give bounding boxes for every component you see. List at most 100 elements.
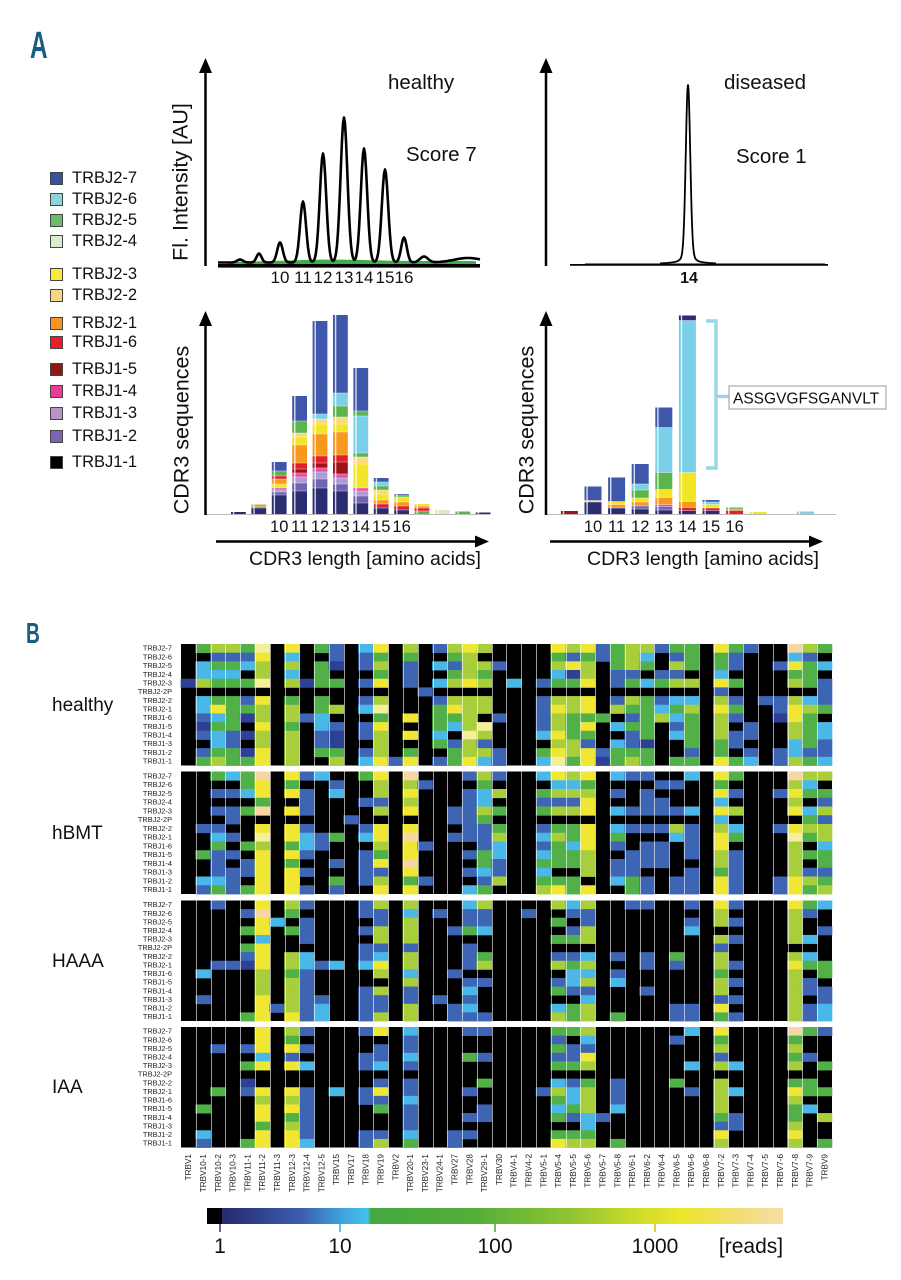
svg-text:TRBV1: TRBV1: [184, 1154, 193, 1181]
svg-text:TRBV2: TRBV2: [391, 1154, 400, 1181]
svg-text:hBMT: hBMT: [52, 823, 103, 844]
svg-text:15: 15: [376, 268, 395, 287]
svg-text:14: 14: [680, 270, 698, 287]
svg-text:TRBV7-6: TRBV7-6: [776, 1154, 785, 1188]
svg-text:14: 14: [352, 518, 370, 536]
svg-text:TRBJ1-3: TRBJ1-3: [143, 995, 172, 1004]
svg-text:ASSGVGFSGANVLT: ASSGVGFSGANVLT: [733, 391, 880, 408]
svg-text:TRBV5-1: TRBV5-1: [539, 1154, 548, 1188]
svg-text:TRBJ1-2: TRBJ1-2: [143, 1004, 172, 1013]
svg-text:TRBJ1-2: TRBJ1-2: [143, 876, 172, 885]
svg-text:TRBV6-6: TRBV6-6: [687, 1154, 696, 1188]
svg-text:14: 14: [355, 268, 374, 287]
svg-text:16: 16: [395, 268, 414, 287]
svg-text:TRBV12-5: TRBV12-5: [317, 1154, 326, 1193]
svg-text:TRBJ1-5: TRBJ1-5: [143, 850, 172, 859]
svg-text:TRBV24-1: TRBV24-1: [436, 1154, 445, 1193]
svg-text:TRBV5-6: TRBV5-6: [584, 1154, 593, 1188]
svg-text:TRBV9: TRBV9: [820, 1154, 829, 1181]
svg-text:TRBV6-5: TRBV6-5: [672, 1154, 681, 1188]
svg-text:TRBV6-4: TRBV6-4: [658, 1154, 667, 1188]
svg-text:TRBV7-4: TRBV7-4: [746, 1154, 755, 1188]
svg-text:TRBV11-3: TRBV11-3: [273, 1154, 282, 1192]
svg-text:10: 10: [270, 518, 288, 536]
svg-text:TRBJ2-5: TRBJ2-5: [143, 1044, 172, 1053]
svg-text:TRBJ2-2P: TRBJ2-2P: [138, 815, 172, 824]
svg-text:TRBV19: TRBV19: [377, 1154, 386, 1185]
svg-text:TRBV11-2: TRBV11-2: [258, 1154, 267, 1192]
svg-text:TRBJ1-1: TRBJ1-1: [143, 885, 172, 894]
svg-text:TRBJ1-4: TRBJ1-4: [143, 1113, 172, 1122]
svg-text:TRBJ2-1: TRBJ2-1: [143, 961, 172, 970]
svg-text:TRBJ2-3: TRBJ2-3: [143, 935, 172, 944]
svg-text:TRBV6-1: TRBV6-1: [628, 1154, 637, 1188]
svg-text:TRBV10-1: TRBV10-1: [199, 1154, 208, 1193]
svg-text:TRBJ1-6: TRBJ1-6: [143, 969, 172, 978]
svg-text:TRBJ1-4: TRBJ1-4: [143, 859, 172, 868]
svg-text:TRBJ1-5: TRBJ1-5: [143, 978, 172, 987]
svg-text:12: 12: [311, 518, 329, 536]
svg-text:TRBJ2-2: TRBJ2-2: [143, 696, 172, 705]
svg-text:TRBV27: TRBV27: [451, 1154, 460, 1185]
svg-text:TRBV10-2: TRBV10-2: [214, 1154, 223, 1193]
svg-text:TRBV20-1: TRBV20-1: [406, 1154, 415, 1193]
svg-text:TRBJ1-6: TRBJ1-6: [143, 1096, 172, 1105]
svg-text:TRBJ2-3: TRBJ2-3: [143, 1061, 172, 1070]
svg-text:TRBJ1-1: TRBJ1-1: [143, 1012, 172, 1021]
svg-text:TRBJ2-7: TRBJ2-7: [143, 644, 172, 653]
svg-text:TRBV12-3: TRBV12-3: [288, 1154, 297, 1193]
svg-text:TRBJ1-3: TRBJ1-3: [143, 739, 172, 748]
svg-text:TRBJ1-6: TRBJ1-6: [143, 713, 172, 722]
svg-text:16: 16: [725, 518, 743, 536]
svg-text:TRBJ2-6: TRBJ2-6: [143, 909, 172, 918]
svg-text:TRBV7-8: TRBV7-8: [791, 1154, 800, 1188]
svg-text:TRBV7-5: TRBV7-5: [761, 1154, 770, 1188]
svg-text:10: 10: [271, 268, 290, 287]
svg-text:TRBJ2-1: TRBJ2-1: [143, 833, 172, 842]
svg-text:TRBJ1-1: TRBJ1-1: [143, 757, 172, 766]
svg-text:12: 12: [631, 518, 649, 536]
svg-text:TRBJ2-1: TRBJ2-1: [143, 705, 172, 714]
svg-text:TRBJ2-1: TRBJ2-1: [143, 1087, 172, 1096]
svg-text:13: 13: [655, 518, 673, 536]
svg-text:1: 1: [214, 1235, 226, 1258]
svg-text:10: 10: [584, 518, 602, 536]
svg-text:13: 13: [331, 518, 349, 536]
svg-text:12: 12: [314, 268, 333, 287]
svg-text:TRBJ2-6: TRBJ2-6: [143, 652, 172, 661]
svg-text:TRBV7-3: TRBV7-3: [732, 1154, 741, 1188]
svg-text:TRBV10-3: TRBV10-3: [229, 1154, 238, 1193]
svg-text:15: 15: [372, 518, 390, 536]
svg-text:TRBV5-4: TRBV5-4: [554, 1154, 563, 1188]
svg-text:TRBV11-1: TRBV11-1: [243, 1154, 252, 1192]
svg-text:TRBJ2-7: TRBJ2-7: [143, 1027, 172, 1036]
svg-text:11: 11: [608, 518, 625, 536]
svg-text:TRBJ2-2: TRBJ2-2: [143, 824, 172, 833]
svg-text:100: 100: [477, 1235, 512, 1258]
svg-text:TRBJ2-2P: TRBJ2-2P: [138, 687, 172, 696]
svg-text:TRBJ2-6: TRBJ2-6: [143, 1035, 172, 1044]
svg-text:CDR3 length [amino acids]: CDR3 length [amino acids]: [249, 548, 481, 570]
svg-text:TRBV7-9: TRBV7-9: [806, 1154, 815, 1188]
svg-text:1000: 1000: [632, 1235, 679, 1258]
svg-text:TRBJ2-3: TRBJ2-3: [143, 679, 172, 688]
svg-text:TRBV5-8: TRBV5-8: [613, 1154, 622, 1188]
svg-text:14: 14: [678, 518, 696, 536]
svg-text:TRBJ2-5: TRBJ2-5: [143, 661, 172, 670]
svg-text:TRBJ2-4: TRBJ2-4: [143, 926, 172, 935]
svg-text:TRBJ1-3: TRBJ1-3: [143, 1121, 172, 1130]
svg-text:TRBJ1-2: TRBJ1-2: [143, 748, 172, 757]
svg-text:TRBV5-7: TRBV5-7: [599, 1154, 608, 1188]
svg-text:TRBJ2-3: TRBJ2-3: [143, 806, 172, 815]
svg-text:TRBJ2-2P: TRBJ2-2P: [138, 1070, 172, 1079]
svg-text:HAAA: HAAA: [52, 951, 104, 972]
svg-text:TRBJ1-5: TRBJ1-5: [143, 722, 172, 731]
svg-text:TRBV28: TRBV28: [465, 1154, 474, 1185]
svg-text:11: 11: [291, 518, 308, 536]
svg-text:TRBJ1-2: TRBJ1-2: [143, 1130, 172, 1139]
svg-text:IAA: IAA: [52, 1077, 83, 1098]
svg-text:healthy: healthy: [52, 695, 114, 716]
svg-text:15: 15: [702, 518, 720, 536]
svg-text:TRBJ2-5: TRBJ2-5: [143, 917, 172, 926]
svg-text:TRBV18: TRBV18: [362, 1154, 371, 1185]
